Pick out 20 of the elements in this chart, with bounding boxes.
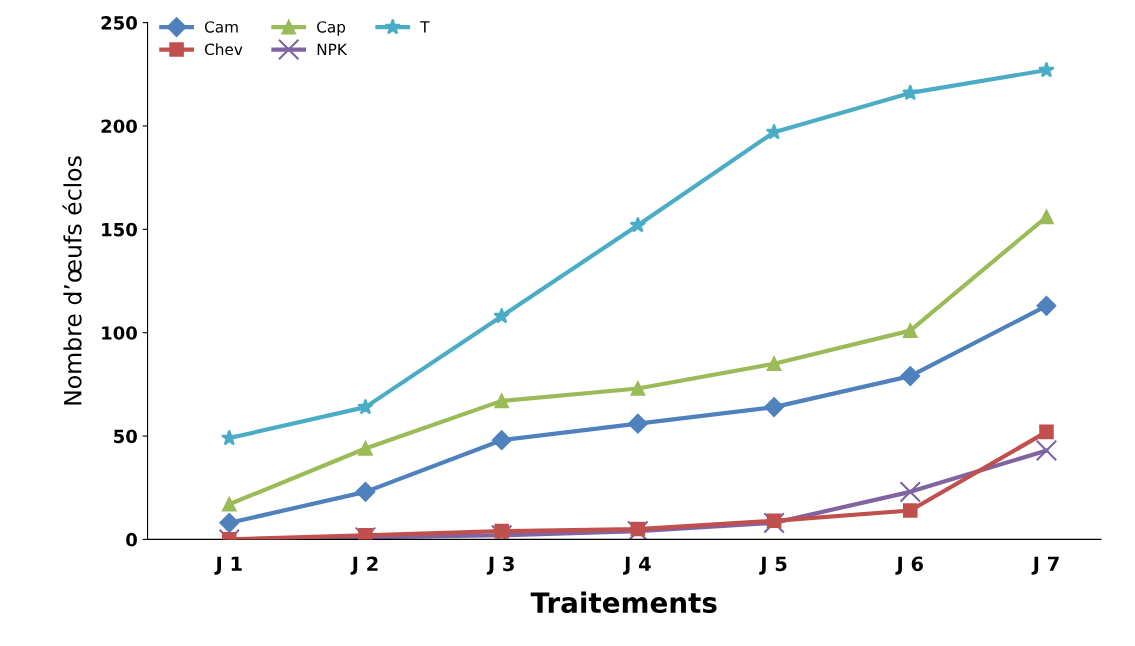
legend-label: Chev	[204, 43, 243, 56]
y-tick-label: 50	[114, 429, 137, 444]
legend-label: Cam	[204, 21, 238, 33]
x-tick-label: J 6	[895, 556, 923, 575]
y-tick-label: 0	[126, 532, 137, 547]
x-tick-label: J 7	[1031, 556, 1059, 575]
x-axis-title: Traitements	[530, 591, 717, 614]
y-axis-title: Nombre d’œufs éclos	[62, 156, 82, 405]
y-tick-label: 250	[101, 16, 137, 30]
x-tick-label: J 3	[486, 556, 514, 575]
legend-label: T	[420, 21, 430, 33]
y-tick-label: 200	[101, 119, 137, 134]
x-tick-label: J 4	[623, 556, 651, 575]
legend-label: NPK	[317, 43, 348, 55]
x-tick-label: J 2	[350, 556, 378, 575]
y-tick-label: 100	[102, 326, 137, 340]
x-tick-label: J 5	[759, 556, 787, 575]
x-tick-label: J 1	[214, 556, 242, 575]
y-tick-label: 150	[102, 222, 137, 237]
legend-label: Cap	[317, 21, 346, 36]
